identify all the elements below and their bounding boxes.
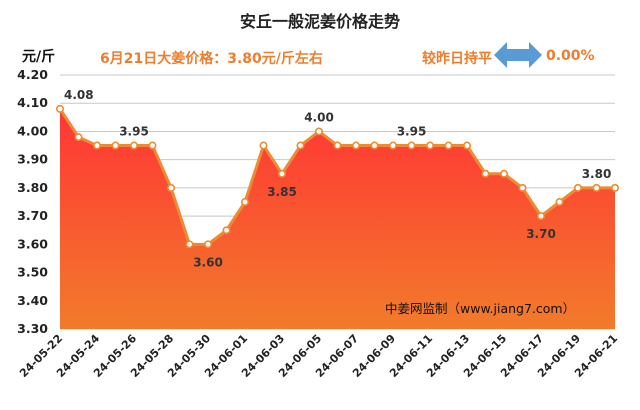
y-tick-label: 3.70	[17, 208, 48, 223]
y-tick-label: 3.80	[17, 180, 48, 195]
data-point	[74, 133, 83, 142]
data-label: 3.80	[582, 167, 612, 181]
data-label: 3.95	[119, 125, 149, 139]
data-point	[185, 240, 194, 249]
data-point	[388, 141, 397, 150]
data-point	[518, 183, 527, 192]
price-area	[60, 108, 615, 329]
data-point	[204, 240, 213, 249]
data-point	[111, 141, 120, 150]
double-arrow-icon	[494, 42, 542, 68]
y-tick-label: 4.10	[17, 95, 48, 110]
data-label: 3.70	[526, 227, 556, 241]
y-tick-label: 4.00	[17, 123, 48, 138]
data-point	[259, 141, 268, 150]
data-point	[536, 212, 545, 221]
data-point	[167, 183, 176, 192]
data-point	[333, 141, 342, 150]
data-point	[462, 141, 471, 150]
compare-note: 较昨日持平	[422, 51, 492, 67]
data-point	[425, 141, 434, 150]
data-point	[93, 141, 102, 150]
data-point	[55, 104, 64, 113]
watermark: 中姜网监制（www.jiang7.com）	[385, 301, 575, 316]
chart-title: 安丘一般泥姜价格走势	[239, 12, 400, 31]
price-note: 6月21日大姜价格：3.80元/斤左右	[100, 51, 323, 67]
data-label: 3.85	[267, 185, 297, 199]
y-tick-label: 3.90	[17, 152, 48, 167]
data-point	[555, 198, 564, 207]
data-label: 4.00	[304, 110, 334, 124]
data-point	[407, 141, 416, 150]
data-point	[314, 127, 323, 136]
data-point	[130, 141, 139, 150]
y-tick-label: 3.50	[17, 265, 48, 280]
y-axis-unit: 元/斤	[22, 49, 56, 65]
data-label: 3.60	[193, 255, 223, 269]
y-tick-label: 3.40	[17, 293, 48, 308]
data-point	[499, 169, 508, 178]
data-point	[573, 183, 582, 192]
data-point	[148, 141, 157, 150]
change-percent: 0.00%	[546, 48, 595, 64]
data-point	[592, 183, 601, 192]
data-point	[296, 141, 305, 150]
data-point	[481, 169, 490, 178]
data-point	[241, 198, 250, 207]
data-point	[610, 183, 619, 192]
data-point	[277, 169, 286, 178]
data-point	[351, 141, 360, 150]
data-point	[370, 141, 379, 150]
data-label: 3.95	[397, 125, 427, 139]
y-tick-label: 3.30	[17, 321, 48, 336]
data-point	[222, 226, 231, 235]
y-tick-label: 4.20	[17, 67, 48, 82]
data-label: 4.08	[64, 88, 94, 102]
y-tick-label: 3.60	[17, 236, 48, 251]
data-point	[444, 141, 453, 150]
